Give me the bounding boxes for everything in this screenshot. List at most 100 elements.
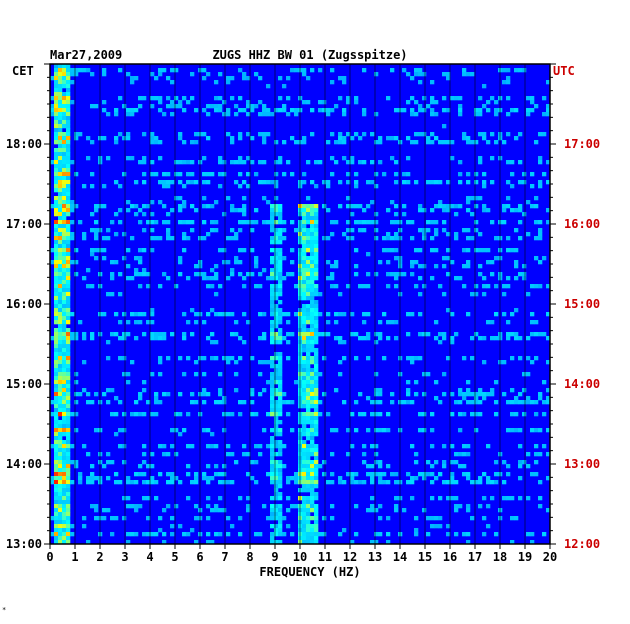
spectrogram-cell bbox=[306, 344, 311, 349]
spectrogram-cell bbox=[490, 336, 495, 341]
spectrogram-cell bbox=[54, 452, 59, 457]
spectrogram-cell bbox=[290, 532, 295, 537]
spectrogram-cell bbox=[426, 460, 431, 465]
spectrogram-cell bbox=[302, 400, 307, 405]
spectrogram-cell bbox=[54, 160, 59, 165]
spectrogram-cell bbox=[58, 136, 63, 141]
spectrogram-cell bbox=[58, 144, 63, 149]
spectrogram-cell bbox=[330, 452, 335, 457]
x-tick-label: 5 bbox=[171, 550, 178, 564]
spectrogram-cell bbox=[66, 316, 71, 321]
spectrogram-cell bbox=[526, 532, 531, 537]
spectrogram-cell bbox=[66, 104, 71, 109]
spectrogram-cell bbox=[58, 448, 63, 453]
spectrogram-cell bbox=[54, 520, 59, 525]
spectrogram-cell bbox=[310, 488, 315, 493]
spectrogram-cell bbox=[58, 156, 63, 161]
spectrogram-cell bbox=[466, 452, 471, 457]
spectrogram-cell bbox=[50, 108, 55, 113]
spectrogram-cell bbox=[150, 136, 155, 141]
spectrogram-cell bbox=[378, 504, 383, 509]
spectrogram-cell bbox=[482, 336, 487, 341]
spectrogram-cell bbox=[338, 136, 343, 141]
spectrogram-cell bbox=[58, 536, 63, 541]
spectrogram-cell bbox=[278, 524, 283, 529]
spectrogram-cell bbox=[450, 340, 455, 345]
spectrogram-cell bbox=[146, 480, 151, 485]
spectrogram-cell bbox=[58, 244, 63, 249]
spectrogram-cell bbox=[478, 272, 483, 277]
spectrogram-cell bbox=[62, 136, 67, 141]
spectrogram-cell bbox=[58, 456, 63, 461]
spectrogram-cell bbox=[490, 96, 495, 101]
spectrogram-cell bbox=[378, 428, 383, 433]
spectrogram-cell bbox=[310, 368, 315, 373]
spectrogram-cell bbox=[62, 380, 67, 385]
spectrogram-cell bbox=[346, 96, 351, 101]
spectrogram-cell bbox=[126, 372, 131, 377]
spectrogram-cell bbox=[438, 524, 443, 529]
spectrogram-cell bbox=[186, 472, 191, 477]
spectrogram-cell bbox=[150, 96, 155, 101]
spectrogram-cell bbox=[394, 272, 399, 277]
spectrogram-cell bbox=[126, 480, 131, 485]
spectrogram-cell bbox=[310, 392, 315, 397]
spectrogram-cell bbox=[302, 136, 307, 141]
spectrogram-cell bbox=[446, 248, 451, 253]
spectrogram-cell bbox=[310, 384, 315, 389]
spectrogram-cell bbox=[270, 332, 275, 337]
spectrogram-cell bbox=[58, 460, 63, 465]
spectrogram-cell bbox=[170, 208, 175, 213]
spectrogram-cell bbox=[258, 76, 263, 81]
spectrogram-cell bbox=[74, 428, 79, 433]
spectrogram-cell bbox=[362, 228, 367, 233]
spectrogram-cell bbox=[302, 424, 307, 429]
spectrogram-cell bbox=[278, 160, 283, 165]
spectrogram-cell bbox=[274, 428, 279, 433]
spectrogram-cell bbox=[238, 184, 243, 189]
spectrogram-cell bbox=[286, 112, 291, 117]
spectrogram-cell bbox=[302, 524, 307, 529]
spectrogram-cell bbox=[530, 284, 535, 289]
spectrogram-cell bbox=[158, 360, 163, 365]
spectrogram-cell bbox=[510, 184, 515, 189]
spectrogram-cell bbox=[422, 108, 427, 113]
spectrogram-cell bbox=[506, 496, 511, 501]
spectrogram-cell bbox=[314, 300, 319, 305]
spectrogram-cell bbox=[62, 328, 67, 333]
spectrogram-cell bbox=[66, 80, 71, 85]
spectrogram-cell bbox=[302, 428, 307, 433]
spectrogram-cell bbox=[50, 412, 55, 417]
spectrogram-cell bbox=[522, 400, 527, 405]
spectrogram-cell bbox=[278, 336, 283, 341]
spectrogram-cell bbox=[418, 228, 423, 233]
spectrogram-cell bbox=[66, 368, 71, 373]
spectrogram-cell bbox=[218, 184, 223, 189]
spectrogram-cell bbox=[54, 260, 59, 265]
spectrogram-cell bbox=[66, 388, 71, 393]
spectrogram-cell bbox=[274, 420, 279, 425]
spectrogram-cell bbox=[374, 400, 379, 405]
spectrogram-cell bbox=[414, 284, 419, 289]
spectrogram-cell bbox=[162, 508, 167, 513]
spectrogram-cell bbox=[306, 432, 311, 437]
spectrogram-cell bbox=[178, 412, 183, 417]
spectrogram-cell bbox=[430, 480, 435, 485]
spectrogram-cell bbox=[58, 428, 63, 433]
spectrogram-cell bbox=[218, 496, 223, 501]
spectrogram-cell bbox=[150, 132, 155, 137]
spectrogram-cell bbox=[106, 460, 111, 465]
spectrogram-cell bbox=[322, 356, 327, 361]
spectrogram-cell bbox=[262, 112, 267, 117]
spectrogram-cell bbox=[66, 244, 71, 249]
spectrogram-cell bbox=[522, 460, 527, 465]
spectrogram-cell bbox=[242, 400, 247, 405]
spectrogram-cell bbox=[386, 320, 391, 325]
spectrogram-cell bbox=[66, 152, 71, 157]
spectrogram-cell bbox=[58, 476, 63, 481]
spectrogram-cell bbox=[54, 396, 59, 401]
spectrogram-cell bbox=[58, 92, 63, 97]
spectrogram-cell bbox=[462, 72, 467, 77]
spectrogram-cell bbox=[62, 120, 67, 125]
spectrogram-cell bbox=[426, 104, 431, 109]
